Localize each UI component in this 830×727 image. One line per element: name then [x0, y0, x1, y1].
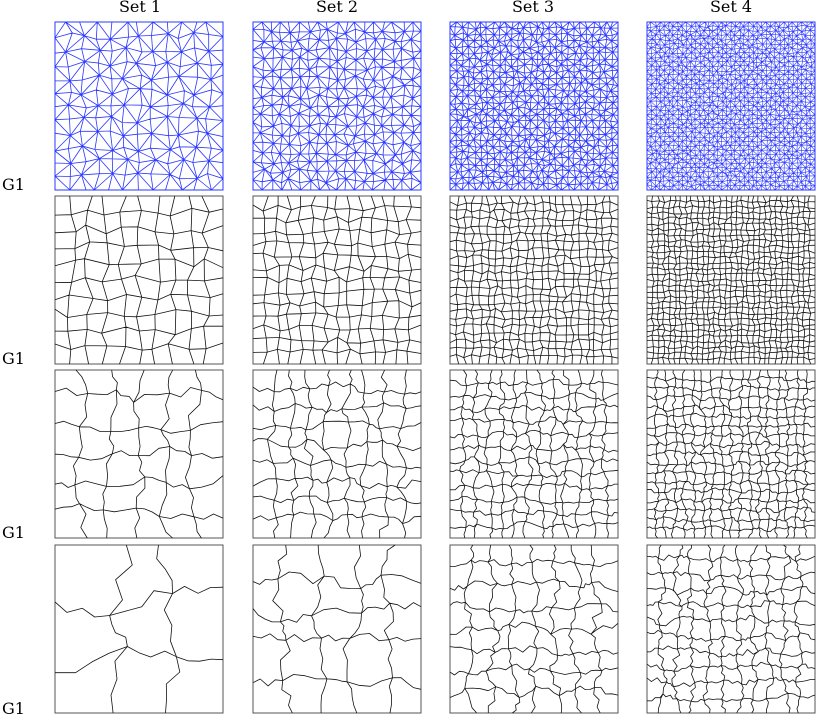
mesh-panel — [449, 544, 619, 714]
polygon-mesh — [54, 195, 224, 365]
mesh-panel — [252, 369, 422, 539]
triangle-mesh — [252, 21, 422, 191]
polygon-mesh — [252, 369, 422, 539]
row-label: G1 — [2, 699, 25, 718]
polygon-mesh — [449, 544, 619, 714]
column-header: Set 3 — [512, 0, 554, 16]
polygon-mesh — [54, 544, 224, 714]
column-header: Set 1 — [119, 0, 161, 16]
mesh-panel — [252, 544, 422, 714]
polygon-mesh — [646, 369, 816, 539]
column-header: Set 4 — [710, 0, 752, 16]
labels: Set 1 Set 2 Set 3 Set 4 G1 G1 G1 G1 — [2, 0, 752, 718]
polygon-mesh — [449, 195, 619, 365]
mesh-panel — [252, 195, 422, 365]
triangle-mesh — [54, 21, 224, 191]
mesh-panel — [54, 544, 224, 714]
row-label: G1 — [2, 175, 25, 194]
mesh-panel — [54, 195, 224, 365]
polygon-mesh — [449, 369, 619, 539]
polygon-mesh — [646, 544, 816, 714]
triangle-mesh — [646, 21, 816, 191]
triangle-mesh — [449, 21, 619, 191]
row-label: G1 — [2, 523, 25, 542]
column-header: Set 2 — [316, 0, 358, 16]
mesh-panel — [646, 21, 816, 191]
row-label: G1 — [2, 349, 25, 368]
polygon-mesh — [646, 195, 816, 365]
mesh-panel — [646, 544, 816, 714]
panels — [54, 21, 816, 714]
polygon-mesh — [252, 544, 422, 714]
polygon-mesh — [252, 195, 422, 365]
polygon-mesh — [54, 369, 224, 539]
